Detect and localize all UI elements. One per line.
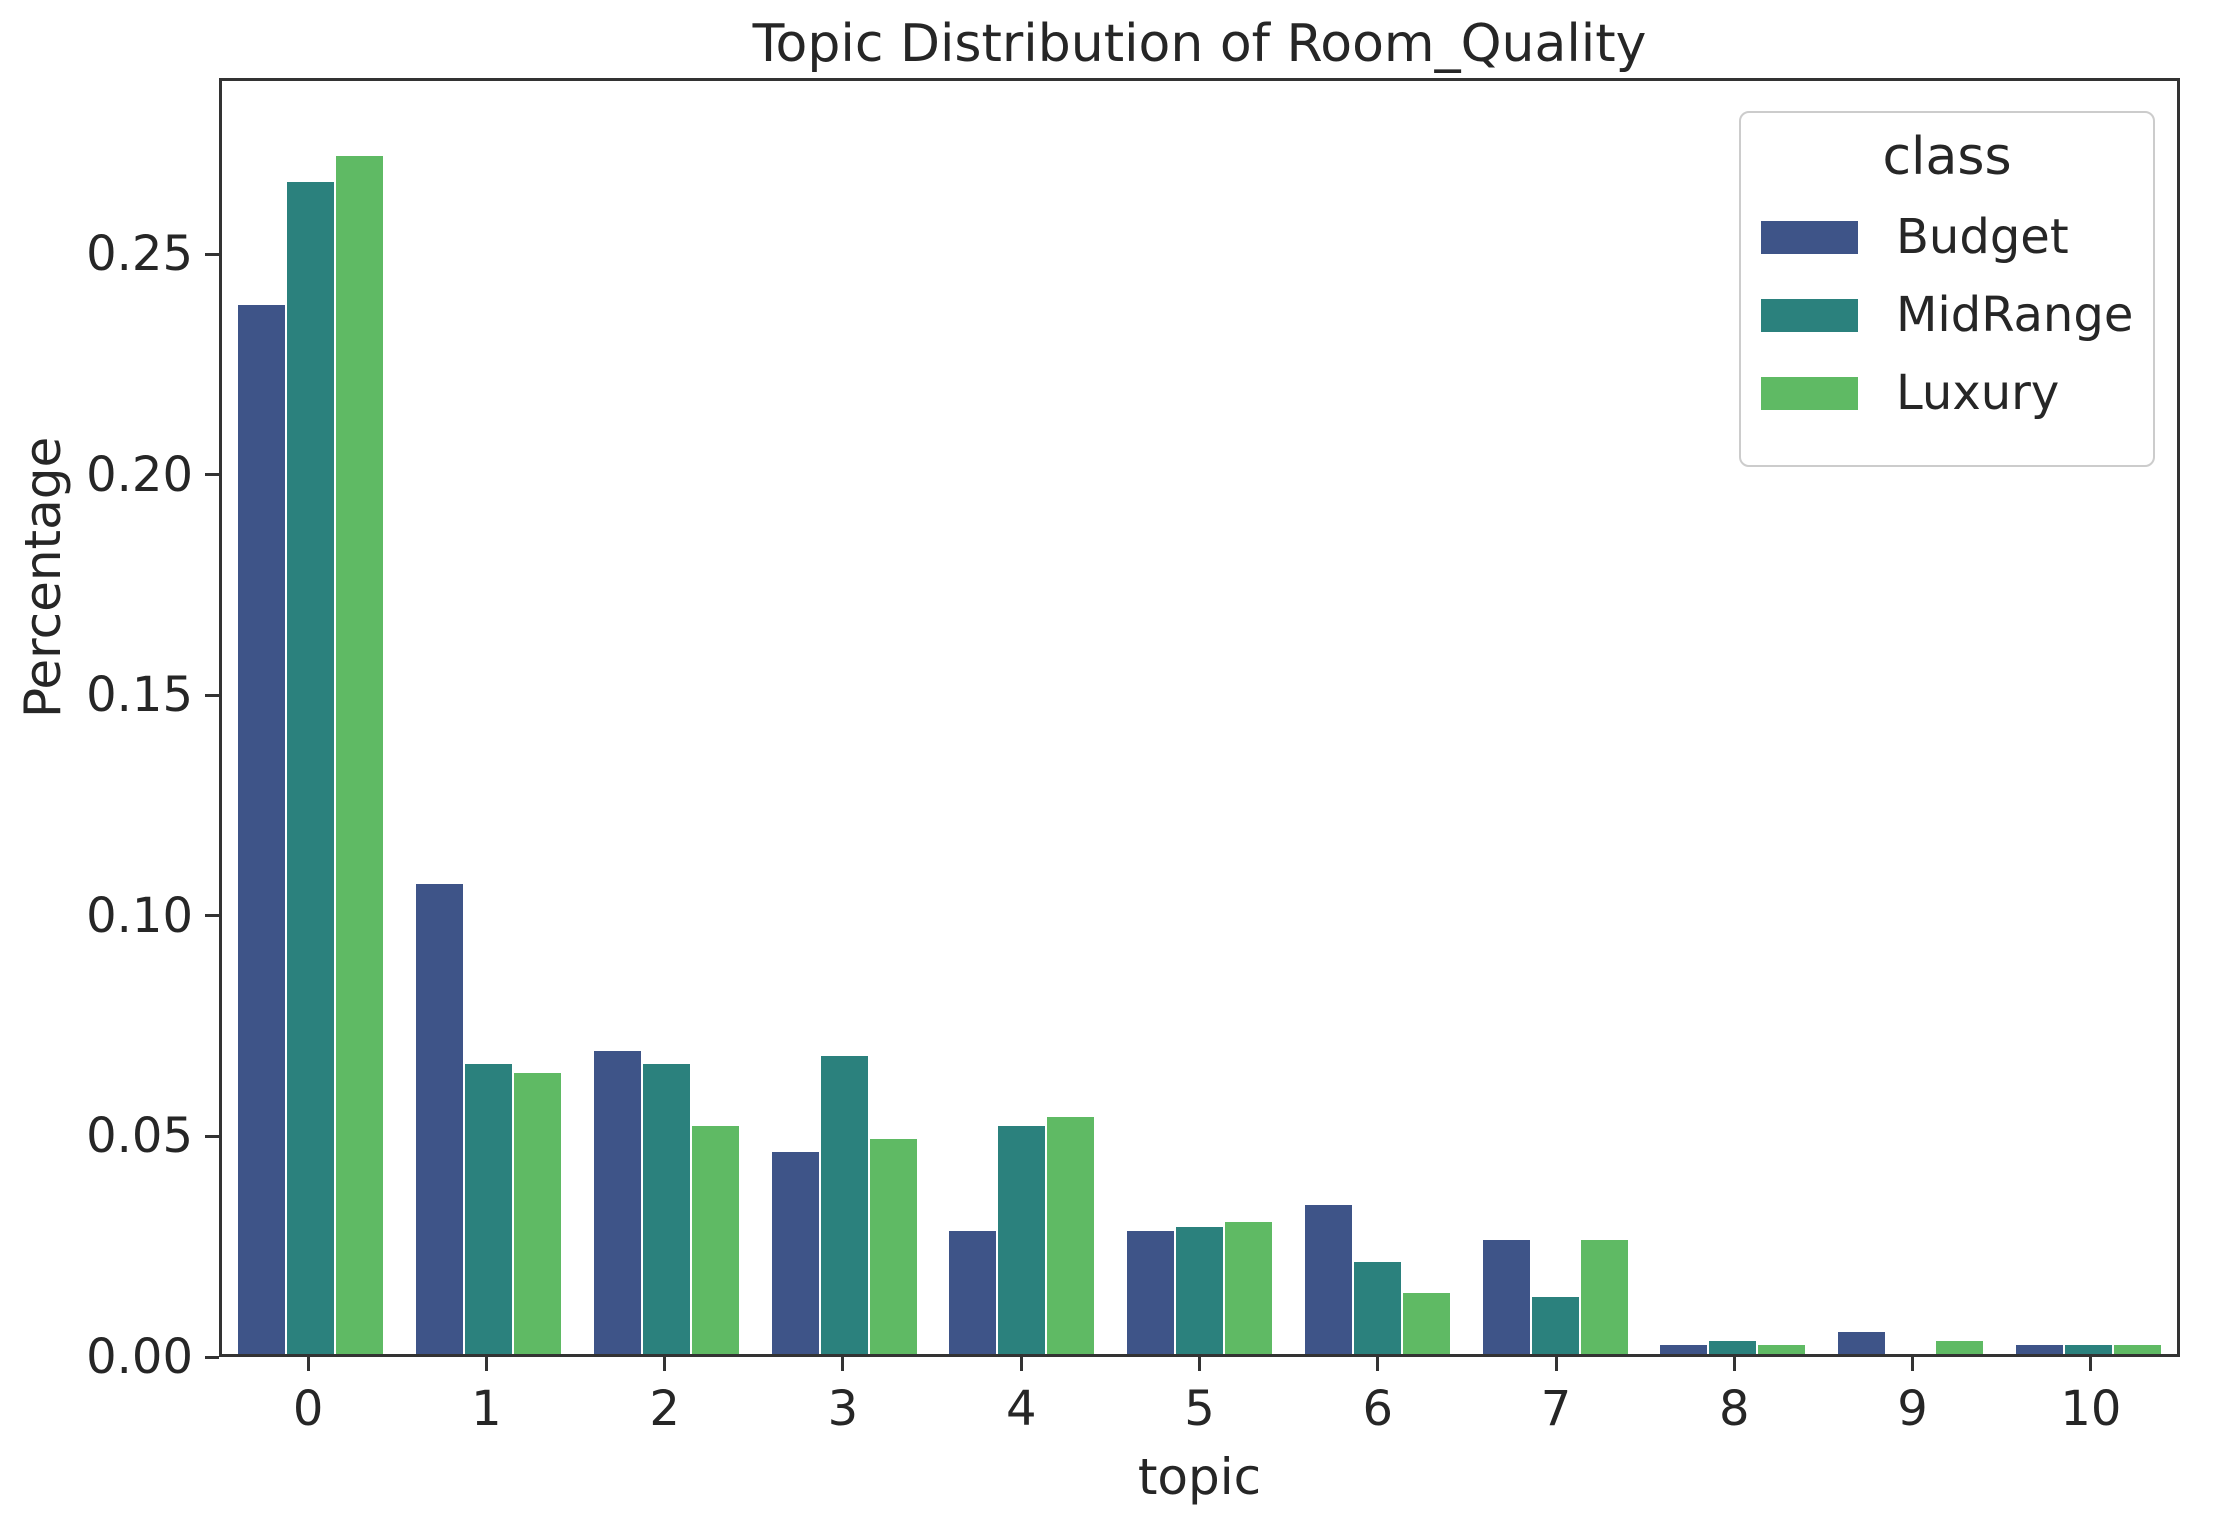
bar-midrange-topic-0 (287, 181, 335, 1354)
bar-budget-topic-0 (238, 304, 286, 1354)
legend-entry-luxury: Luxury (1761, 365, 2133, 421)
bar-midrange-topic-4 (998, 1125, 1046, 1354)
x-tick-label-4: 4 (1005, 1381, 1037, 1437)
legend-entry-budget: Budget (1761, 209, 2133, 265)
luxury-swatch (1761, 376, 1858, 410)
bar-luxury-topic-0 (336, 155, 384, 1354)
x-tick-mark (1019, 1357, 1023, 1371)
x-tick-label-0: 0 (292, 1381, 324, 1437)
y-tick-label-0.00: 0.00 (86, 1329, 193, 1385)
legend-label-luxury: Luxury (1896, 365, 2060, 421)
y-tick-mark (205, 1134, 219, 1138)
y-tick-label-0.10: 0.10 (86, 887, 193, 944)
bar-luxury-topic-1 (514, 1073, 562, 1354)
bar-midrange-topic-1 (465, 1064, 513, 1354)
bar-group-topic-2 (577, 81, 755, 1354)
bar-group-topic-8 (1644, 81, 1822, 1354)
x-tick-label-3: 3 (827, 1381, 859, 1437)
bar-luxury-topic-2 (691, 1125, 739, 1354)
legend-label-midrange: MidRange (1896, 287, 2134, 343)
bar-budget-topic-7 (1482, 1239, 1530, 1354)
bar-group-topic-5 (1111, 81, 1289, 1354)
x-tick-label-2: 2 (649, 1381, 680, 1437)
bar-group-topic-1 (400, 81, 578, 1354)
bar-luxury-topic-9 (1935, 1340, 1983, 1354)
bar-budget-topic-9 (1837, 1332, 1885, 1354)
x-tick-mark (1376, 1357, 1380, 1371)
x-tick-label-1: 1 (471, 1381, 502, 1437)
bar-midrange-topic-6 (1353, 1261, 1401, 1354)
bars-container (222, 81, 2177, 1354)
bar-midrange-topic-8 (1709, 1340, 1757, 1354)
bar-luxury-topic-5 (1225, 1222, 1273, 1354)
x-tick-mark (841, 1357, 845, 1371)
bar-midrange-topic-2 (642, 1064, 690, 1354)
y-tick-mark (205, 693, 219, 697)
legend: class Budget MidRange Luxury (1739, 111, 2155, 467)
bar-budget-topic-3 (771, 1152, 819, 1354)
bar-group-topic-9 (1822, 81, 2000, 1354)
bar-group-topic-4 (933, 81, 1111, 1354)
x-tick-label-6: 6 (1362, 1381, 1394, 1437)
midrange-swatch (1761, 298, 1858, 332)
bar-midrange-topic-5 (1176, 1226, 1224, 1354)
bar-midrange-topic-3 (820, 1055, 868, 1354)
x-tick-mark (484, 1357, 488, 1371)
bar-budget-topic-10 (2015, 1345, 2063, 1354)
x-tick-mark (1554, 1357, 1558, 1371)
bar-budget-topic-8 (1660, 1345, 1708, 1354)
bar-luxury-topic-10 (2113, 1345, 2161, 1354)
y-tick-mark (205, 914, 219, 918)
legend-entry-midrange: MidRange (1761, 287, 2133, 343)
chart-title: Topic Distribution of Room_Quality (752, 14, 1647, 74)
bar-group-topic-0 (222, 81, 400, 1354)
x-tick-label-5: 5 (1184, 1381, 1215, 1437)
y-tick-label-0.25: 0.25 (86, 226, 193, 283)
x-axis-label: topic (1137, 1448, 1262, 1506)
bar-group-topic-10 (1999, 81, 2177, 1354)
y-tick-label-0.15: 0.15 (86, 667, 193, 724)
y-tick-label-0.20: 0.20 (86, 446, 193, 503)
y-tick-mark (205, 1355, 219, 1359)
plot-area: class Budget MidRange Luxury (219, 78, 2180, 1357)
x-tick-mark (2089, 1357, 2093, 1371)
y-tick-mark (205, 473, 219, 477)
x-tick-label-10: 10 (2060, 1381, 2122, 1437)
x-tick-mark (663, 1357, 667, 1371)
bar-budget-topic-5 (1127, 1231, 1175, 1354)
bar-group-topic-7 (1466, 81, 1644, 1354)
legend-label-budget: Budget (1896, 209, 2069, 265)
x-tick-label-8: 8 (1719, 1381, 1750, 1437)
bar-budget-topic-2 (593, 1051, 641, 1354)
bar-budget-topic-6 (1304, 1204, 1352, 1354)
bar-midrange-topic-10 (2064, 1345, 2112, 1354)
bar-luxury-topic-3 (869, 1138, 917, 1354)
bar-midrange-topic-7 (1531, 1296, 1579, 1354)
legend-title: class (1882, 127, 2012, 187)
bar-budget-topic-4 (949, 1231, 997, 1354)
bar-luxury-topic-4 (1047, 1116, 1095, 1354)
x-tick-mark (306, 1357, 310, 1371)
bar-budget-topic-1 (416, 884, 464, 1354)
x-tick-mark (1732, 1357, 1736, 1371)
bar-luxury-topic-8 (1758, 1345, 1806, 1354)
bar-group-topic-6 (1288, 81, 1466, 1354)
y-tick-label-0.05: 0.05 (86, 1108, 193, 1165)
x-tick-label-9: 9 (1897, 1381, 1928, 1437)
x-tick-mark (1198, 1357, 1201, 1371)
bar-group-topic-3 (755, 81, 933, 1354)
bar-luxury-topic-6 (1402, 1292, 1450, 1354)
y-tick-mark (205, 252, 219, 256)
bar-luxury-topic-7 (1580, 1239, 1628, 1354)
budget-swatch (1761, 220, 1858, 254)
x-tick-label-7: 7 (1540, 1381, 1572, 1437)
x-tick-mark (1911, 1357, 1915, 1371)
